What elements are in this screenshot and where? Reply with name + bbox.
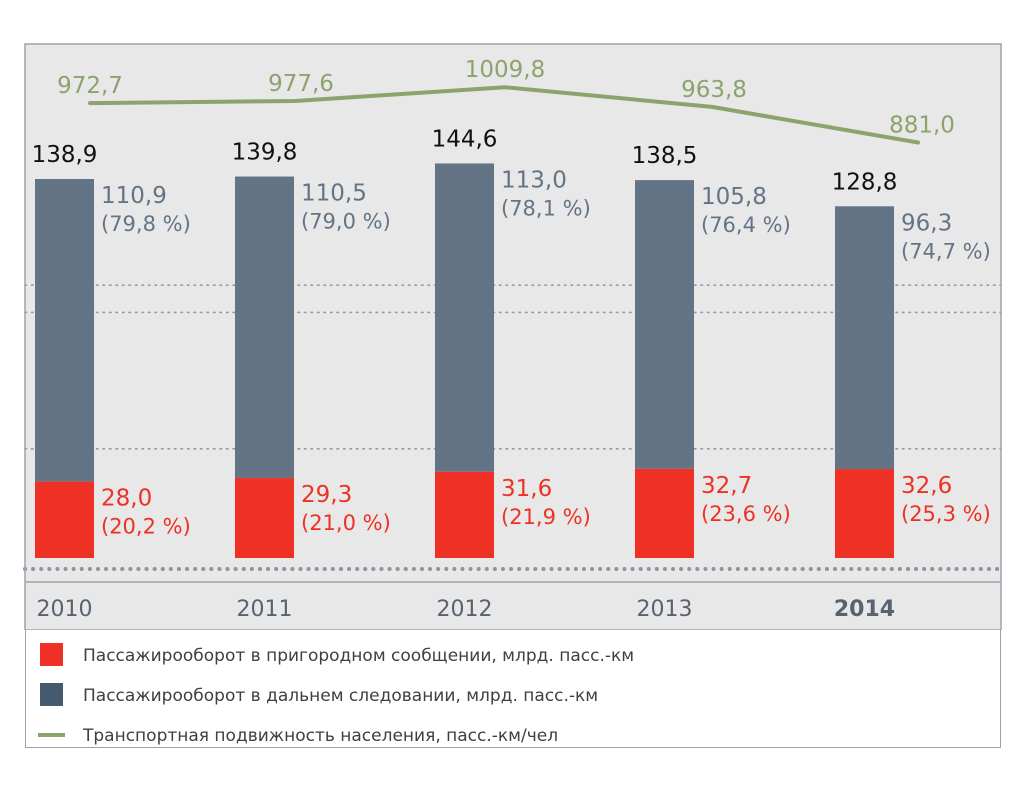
suburban-share-label: (25,3 %)	[901, 502, 991, 526]
legend-swatch-suburban	[40, 643, 63, 666]
long-distance-value-label: 110,9	[101, 183, 167, 209]
suburban-value-label: 29,3	[301, 482, 352, 508]
long-distance-value-label: 113,0	[501, 167, 567, 193]
suburban-value-label: 31,6	[501, 476, 552, 502]
total-label: 138,9	[32, 142, 98, 168]
suburban-value-label: 32,6	[901, 473, 952, 499]
legend-item-long-distance: Пассажирооборот в дальнем следовании, мл…	[27, 670, 1002, 710]
long-distance-share-label: (79,8 %)	[101, 212, 191, 236]
long-distance-value-label: 96,3	[901, 210, 952, 236]
suburban-share-label: (23,6 %)	[701, 502, 791, 526]
line-value-label: 972,7	[57, 73, 123, 99]
suburban-value-label: 32,7	[701, 473, 752, 499]
legend-line-mobility	[38, 733, 65, 737]
line-value-label: 963,8	[681, 77, 747, 103]
suburban-value-label: 28,0	[101, 486, 152, 512]
legend-swatch-long-distance	[40, 683, 63, 706]
long-distance-share-label: (74,7 %)	[901, 239, 991, 263]
bar-long-distance	[635, 180, 694, 469]
legend-label-long-distance: Пассажирооборот в дальнем следовании, мл…	[83, 686, 599, 706]
legend-item-mobility: Транспортная подвижность населения, пасс…	[27, 710, 1002, 750]
line-value-label: 977,6	[268, 71, 334, 97]
bar-suburban	[435, 471, 494, 558]
bar-suburban	[835, 469, 894, 558]
legend: Пассажирооборот в пригородном сообщении,…	[27, 630, 1002, 750]
total-label: 128,8	[832, 169, 898, 195]
bar-suburban	[235, 478, 294, 558]
total-label: 139,8	[232, 140, 298, 166]
bar-suburban	[635, 468, 694, 558]
long-distance-value-label: 110,5	[301, 181, 367, 207]
total-label: 138,5	[632, 143, 698, 169]
long-distance-share-label: (79,0 %)	[301, 210, 391, 234]
total-label: 144,6	[432, 126, 498, 152]
bar-long-distance	[835, 206, 894, 470]
legend-label-mobility: Транспортная подвижность населения, пасс…	[83, 726, 559, 746]
line-value-label: 1009,8	[465, 57, 545, 83]
chart-frame	[24, 43, 1002, 630]
legend-label-suburban: Пассажирооборот в пригородном сообщении,…	[83, 646, 635, 666]
line-mobility	[88, 85, 920, 145]
suburban-share-label: (20,2 %)	[101, 515, 191, 539]
suburban-share-label: (21,9 %)	[501, 505, 591, 529]
bar-long-distance	[35, 179, 94, 482]
long-distance-value-label: 105,8	[701, 184, 767, 210]
long-distance-share-label: (78,1 %)	[501, 196, 591, 220]
line-value-label: 881,0	[889, 113, 955, 139]
bar-suburban	[35, 481, 94, 558]
x-tick-label: 2012	[437, 597, 493, 622]
axis-strip	[25, 582, 1001, 630]
x-tick-label: 2014	[834, 597, 895, 622]
x-tick-label: 2010	[37, 597, 93, 622]
x-tick-label: 2013	[637, 597, 693, 622]
x-tick-label: 2011	[237, 597, 293, 622]
long-distance-share-label: (76,4 %)	[701, 213, 791, 237]
legend-item-suburban: Пассажирооборот в пригородном сообщении,…	[27, 630, 1002, 670]
bar-long-distance	[435, 163, 494, 472]
bar-long-distance	[235, 176, 294, 479]
suburban-share-label: (21,0 %)	[301, 511, 391, 535]
